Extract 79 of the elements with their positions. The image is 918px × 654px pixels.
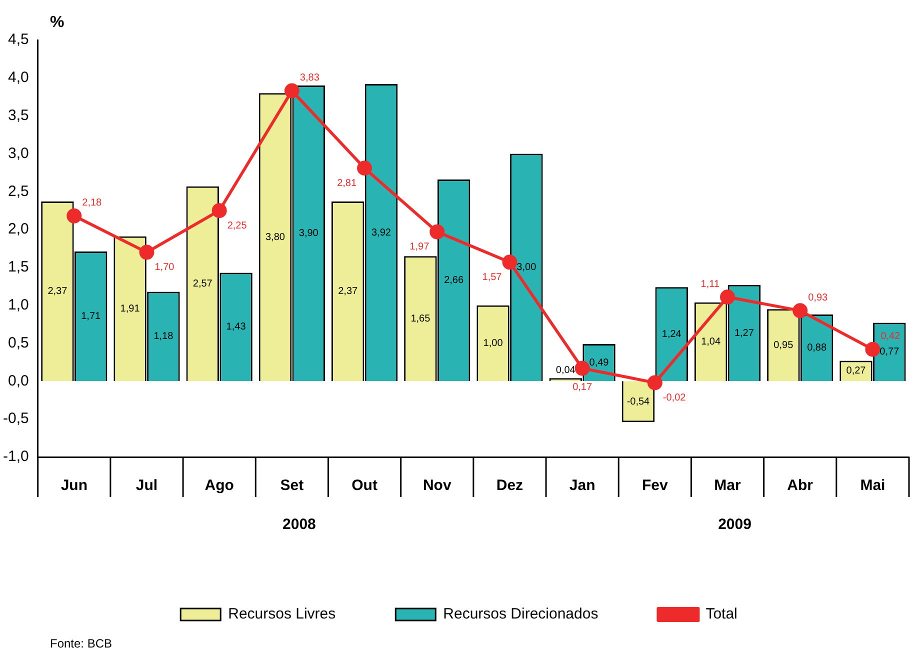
x-tick-label: Dez <box>496 477 524 494</box>
x-tick-label: Set <box>280 477 304 494</box>
point <box>284 83 300 98</box>
y-tick-label: 2,0 <box>8 220 29 238</box>
y-tick-label: 1,5 <box>8 258 29 276</box>
data-label: 3,00 <box>516 262 537 274</box>
data-label: 0,93 <box>808 292 828 304</box>
data-label: 1,65 <box>410 313 431 324</box>
data-label: 0,77 <box>880 346 900 358</box>
data-label: 1,11 <box>700 278 720 290</box>
data-label: 2,37 <box>48 286 68 298</box>
point <box>212 203 227 218</box>
data-label: 3,83 <box>300 72 320 84</box>
x-tick-label: Out <box>352 477 378 494</box>
data-label: 2,25 <box>227 220 248 232</box>
data-label: 1,71 <box>81 311 102 322</box>
data-label: 1,97 <box>410 242 430 253</box>
data-label: 2,37 <box>338 286 358 298</box>
data-label: 1,43 <box>226 322 246 333</box>
data-label: 2,57 <box>192 278 213 290</box>
data-label: 0,17 <box>572 382 592 394</box>
data-label: 1,91 <box>120 304 140 315</box>
data-label: 0,27 <box>846 366 866 377</box>
x-tick-label: Jun <box>60 477 88 494</box>
legend-label: Recursos Direcionados <box>443 606 598 623</box>
data-label: 3,90 <box>298 228 319 240</box>
point <box>66 208 82 224</box>
y-tick-label: 0,0 <box>8 372 29 390</box>
data-label: -0,02 <box>662 392 686 404</box>
data-label: 1,04 <box>701 336 721 348</box>
text: 2008 <box>282 516 316 534</box>
data-label: 1,27 <box>734 328 754 339</box>
legend-label: Total <box>706 606 738 623</box>
y-tick-label: 1,0 <box>8 296 29 314</box>
point <box>357 160 372 176</box>
data-label: 3,92 <box>371 227 392 238</box>
x-tick-label: Fev <box>642 477 668 494</box>
y-tick-label: 2,5 <box>8 182 29 200</box>
data-label: 0,04 <box>556 364 576 376</box>
y-tick-label: 3,0 <box>8 144 29 162</box>
y-tick-label: 3,5 <box>8 106 29 124</box>
data-label: 0,49 <box>589 357 610 368</box>
point <box>574 360 590 376</box>
point <box>139 244 154 260</box>
data-label: 2,18 <box>82 198 102 209</box>
point <box>720 290 736 305</box>
data-label: 1,24 <box>662 328 682 340</box>
data-label: 3,80 <box>266 232 286 243</box>
data-label: 2,66 <box>444 275 464 286</box>
x-tick-label: Mar <box>714 477 742 494</box>
y-tick-label: 4,0 <box>8 69 29 86</box>
data-label: 0,42 <box>880 331 901 342</box>
y-tick-label: -1,0 <box>2 448 29 466</box>
data-label: 1,70 <box>154 262 175 274</box>
x-tick-label: Ago <box>204 477 234 494</box>
x-tick-label: Abr <box>787 477 814 494</box>
data-label: 0,95 <box>774 340 794 351</box>
point <box>792 303 808 318</box>
y-tick-label: 4,5 <box>8 31 29 48</box>
point <box>502 254 518 270</box>
legend-label: Recursos Livres <box>228 606 336 623</box>
data-label: -0,54 <box>626 396 650 408</box>
data-label: 1,57 <box>482 272 502 283</box>
text: 2009 <box>718 516 752 534</box>
data-label: 2,81 <box>337 178 357 189</box>
data-label: 1,00 <box>483 338 504 350</box>
x-tick-label: Jul <box>136 477 158 494</box>
y-tick-label: 0,5 <box>8 334 29 352</box>
y-tick-label: -0,5 <box>2 410 29 428</box>
point <box>865 342 880 357</box>
data-label: 1,18 <box>154 331 174 342</box>
y-axis-title: % <box>50 14 64 32</box>
point <box>430 224 445 240</box>
x-tick-label: Nov <box>422 477 452 494</box>
point <box>647 375 662 390</box>
x-tick-label: Mai <box>860 477 886 494</box>
source-note: Fonte: BCB <box>50 636 112 650</box>
x-tick-label: Jan <box>569 477 596 494</box>
data-label: 0,88 <box>807 342 827 354</box>
